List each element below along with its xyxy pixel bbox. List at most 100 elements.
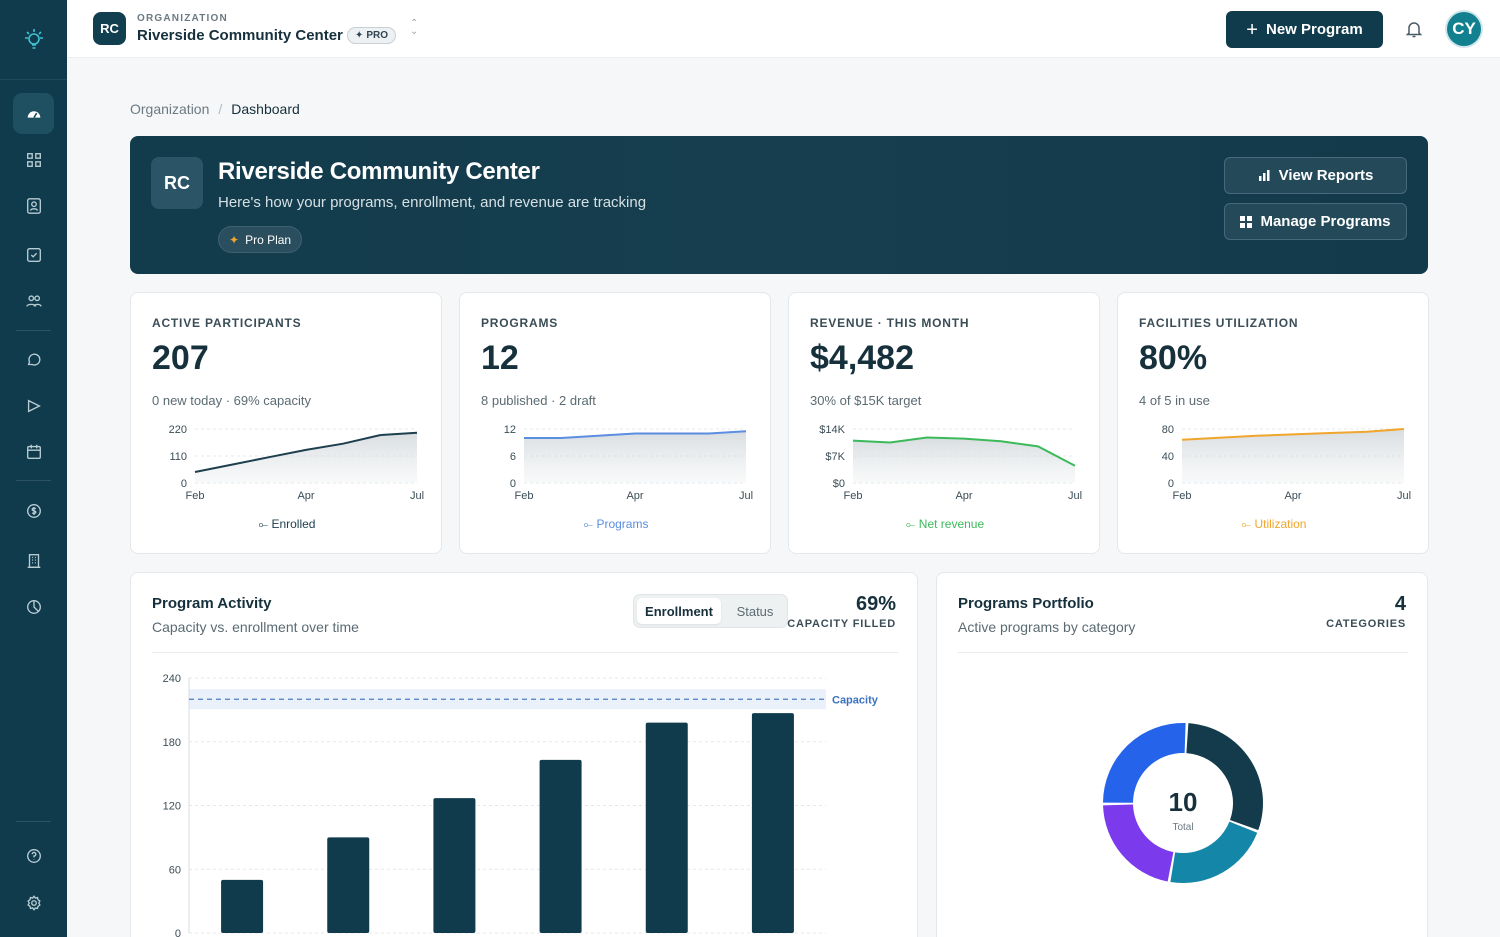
view-reports-label: View Reports [1278,167,1374,184]
sidebar-divider [16,821,51,822]
plus-icon: + [1246,18,1258,41]
area-fill [853,437,1075,483]
lightbulb-logo-icon[interactable] [0,0,67,80]
x-tick-label: Jul [1397,490,1411,502]
kpi-label: REVENUE · THIS MONTH [810,316,970,330]
plan-pill: ✦ Pro Plan [218,226,303,253]
kpi-card-facilities: FACILITIES UTILIZATION 80% 4 of 5 in use… [1117,292,1429,554]
legend-marker-icon: ⟜ [905,517,919,531]
y-tick-label: $14K [819,424,845,436]
org-avatar[interactable]: RC [93,12,126,45]
new-program-button[interactable]: + New Program [1226,11,1383,48]
donut-total-label: Total [1172,822,1193,833]
manage-programs-button[interactable]: Manage Programs [1224,203,1407,240]
program-activity-card: Program Activity Capacity vs. enrollment… [130,572,918,937]
y-tick-label: 0 [510,478,516,490]
y-tick-label: $0 [833,478,845,490]
donut-total-value: 10 [1169,787,1198,817]
hero-title: Riverside Community Center [218,158,540,185]
calendar-icon[interactable] [13,431,54,472]
grid-icon [1240,215,1253,228]
area-fill [1182,429,1404,483]
help-icon[interactable] [13,835,54,876]
dashboard-gauge-icon[interactable] [13,93,54,134]
kpi-card-revenue: REVENUE · THIS MONTH $4,482 30% of $15K … [788,292,1100,554]
donut-slice [1170,821,1258,883]
breadcrumb: Organization / Dashboard [130,101,300,117]
pro-badge-label: PRO [366,30,389,41]
sparkle-icon: ✦ [229,232,240,247]
pro-badge: ✦ PRO [347,27,397,44]
series-line [1181,428,1405,441]
view-reports-button[interactable]: View Reports [1224,157,1407,194]
x-tick-label: Jul [1068,490,1082,502]
card-divider [958,652,1408,653]
x-tick-label: Feb [844,490,863,502]
legend-marker-icon: ⟜ [258,517,272,531]
programs-portfolio-card: Programs Portfolio Active programs by ca… [936,572,1428,937]
y-tick-label: 6 [510,451,516,463]
view-toggle: Enrollment Status [633,594,788,628]
toggle-enrollment[interactable]: Enrollment [637,598,721,624]
x-tick-label: Feb [515,490,534,502]
bar [645,722,688,933]
x-tick-label: Apr [626,490,643,502]
pie-chart-icon[interactable] [13,586,54,627]
plan-pill-label: Pro Plan [245,232,292,247]
kpi-subtext: 0 new today · 69% capacity [152,393,311,408]
y-tick-label: 180 [163,737,181,749]
dollar-icon[interactable] [13,490,54,531]
org-switcher-chevron-icon[interactable]: ⌃ ⌄ [410,18,419,37]
bell-icon[interactable] [1404,19,1424,39]
y-tick-label: 0 [181,478,187,490]
hero-banner: RC Riverside Community Center Here's how… [130,136,1428,274]
legend-marker-icon: ⟜ [583,517,597,531]
bar [433,798,476,933]
y-tick-label: 60 [169,864,181,876]
settings-icon[interactable] [13,882,54,923]
sidebar-divider [16,480,51,481]
kpi-legend: ⟜ Programs [460,517,772,532]
building-icon[interactable] [13,540,54,581]
kpi-value: 80% [1139,339,1208,377]
bar [539,759,582,933]
y-tick-label: 40 [1162,451,1174,463]
categories-value: 4 [1394,593,1406,615]
x-tick-label: Apr [297,490,314,502]
capacity-label: Capacity [832,694,879,706]
donut-slice [1103,723,1186,803]
kpi-value: 12 [481,339,519,377]
grid-icon[interactable] [13,139,54,180]
breadcrumb-root[interactable]: Organization [130,101,210,117]
capacity-filled-caption: CAPACITY FILLED [787,618,896,630]
kpi-value: $4,482 [810,339,914,377]
categories-caption: CATEGORIES [1326,618,1406,630]
card-title: Programs Portfolio [958,595,1094,612]
kpi-legend: ⟜ Net revenue [789,517,1101,532]
x-tick-label: Feb [186,490,205,502]
megaphone-icon[interactable] [13,385,54,426]
user-avatar[interactable]: CY [1447,12,1481,46]
series-line [852,436,1076,467]
kpi-legend-label: Enrolled [271,517,316,531]
card-subtitle: Capacity vs. enrollment over time [152,619,359,635]
manage-programs-label: Manage Programs [1260,213,1391,230]
enrollment-bar-chart: 0 60 120 180 240 Capacity [163,673,879,937]
sparkle-icon: ✦ [355,30,364,41]
kpi-subtext: 4 of 5 in use [1139,393,1210,408]
people-icon[interactable] [13,280,54,321]
contacts-icon[interactable] [13,185,54,226]
toggle-status[interactable]: Status [736,603,774,619]
donut-slice [1103,804,1174,882]
checkbox-icon[interactable] [13,234,54,275]
kpi-legend-label: Net revenue [918,517,985,531]
chat-icon[interactable] [13,339,54,380]
org-name[interactable]: Riverside Community Center [137,27,343,44]
x-tick-label: Apr [955,490,972,502]
sidebar [0,0,67,937]
card-divider [152,652,898,653]
kpi-legend: ⟜ Enrolled [131,517,443,532]
hero-subtitle: Here's how your programs, enrollment, an… [218,194,647,211]
